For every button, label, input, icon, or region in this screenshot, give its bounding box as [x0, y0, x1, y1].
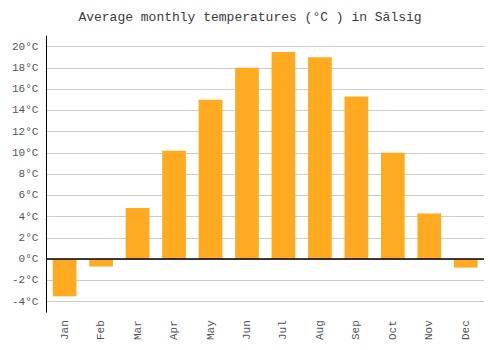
svg-text:-2°C: -2°C — [12, 274, 39, 286]
svg-text:Mar: Mar — [132, 320, 144, 340]
svg-text:2°C: 2°C — [19, 232, 39, 244]
svg-text:14°C: 14°C — [12, 104, 39, 116]
svg-text:Sep: Sep — [350, 320, 362, 340]
svg-text:Dec: Dec — [460, 320, 472, 340]
svg-text:4°C: 4°C — [19, 211, 39, 223]
svg-text:Oct: Oct — [387, 320, 399, 340]
svg-text:Jul: Jul — [277, 320, 289, 340]
svg-text:Jun: Jun — [241, 320, 253, 340]
svg-text:12°C: 12°C — [12, 126, 39, 138]
svg-text:Nov: Nov — [423, 320, 435, 340]
svg-text:10°C: 10°C — [12, 147, 39, 159]
svg-text:18°C: 18°C — [12, 62, 39, 74]
svg-text:-4°C: -4°C — [12, 296, 39, 308]
svg-text:Jan: Jan — [59, 320, 71, 340]
svg-text:Apr: Apr — [168, 320, 180, 340]
svg-text:6°C: 6°C — [19, 189, 39, 201]
svg-text:Feb: Feb — [95, 320, 107, 340]
svg-text:May: May — [205, 320, 217, 340]
svg-text:20°C: 20°C — [12, 41, 39, 53]
svg-text:16°C: 16°C — [12, 83, 39, 95]
svg-text:Average monthly temperatures (: Average monthly temperatures (°C ) in Să… — [78, 10, 421, 25]
svg-text:8°C: 8°C — [19, 168, 39, 180]
svg-text:Aug: Aug — [314, 320, 326, 340]
svg-text:0°C: 0°C — [19, 253, 39, 265]
